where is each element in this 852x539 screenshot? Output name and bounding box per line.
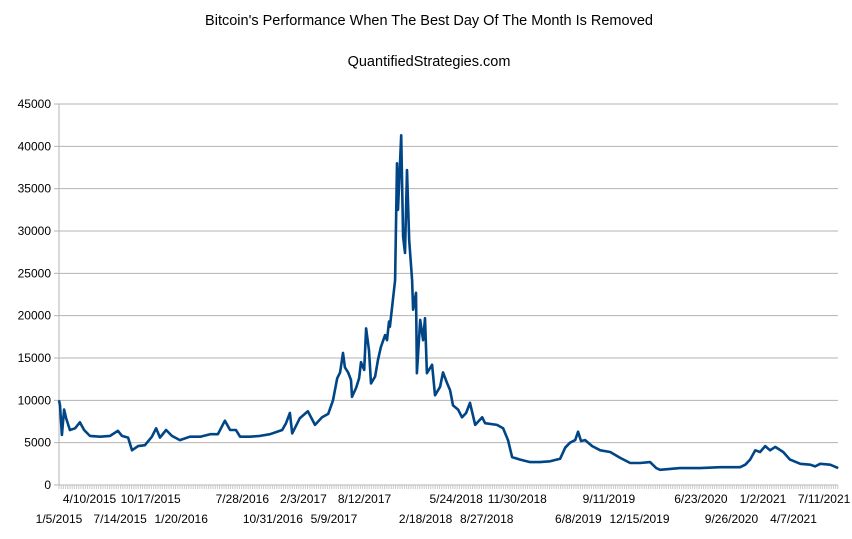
- x-tick-label: 11/30/2018: [488, 492, 547, 506]
- series-line: [57, 134, 839, 472]
- x-tick-label: 6/23/2020: [674, 492, 728, 506]
- chart-subtitle: QuantifiedStrategies.com: [348, 54, 511, 70]
- x-tick-label: 7/11/2021: [798, 492, 851, 506]
- x-tick-label: 8/12/2017: [338, 492, 392, 506]
- x-tick-label: 6/8/2019: [555, 512, 602, 526]
- x-tick-label: 8/27/2018: [460, 512, 514, 526]
- gridlines: [59, 103, 838, 444]
- y-tick-label: 40000: [18, 139, 52, 153]
- x-tick-label: 5/9/2017: [311, 512, 358, 526]
- x-tick-label: 12/15/2019: [609, 512, 669, 526]
- x-tick-label: 1/5/2015: [36, 512, 83, 526]
- x-tick-label: 2/3/2017: [280, 492, 327, 506]
- x-tick-label: 10/31/2016: [243, 512, 303, 526]
- chart-title: Bitcoin's Performance When The Best Day …: [205, 13, 653, 29]
- y-tick-label: 45000: [18, 97, 52, 111]
- x-tick-label: 2/18/2018: [399, 512, 453, 526]
- y-tick-label: 35000: [18, 182, 52, 196]
- y-tick-label: 0: [44, 478, 51, 492]
- x-tick-marks: [58, 485, 839, 489]
- y-tick-label: 20000: [18, 309, 52, 323]
- y-tick-label: 15000: [18, 351, 52, 365]
- x-tick-label: 4/10/2015: [63, 492, 117, 506]
- series-group: [57, 134, 839, 472]
- x-tick-label: 1/20/2016: [155, 512, 209, 526]
- y-axis: 0 5000 10000 15000 20000 25000 30000 35000 40000…: [18, 97, 60, 492]
- x-tick-label: 5/24/2018: [429, 492, 483, 506]
- x-axis: 1/5/2015 4/10/2015 7/14/2015 10/17/2015 1/20…: [36, 484, 851, 526]
- x-tick-label: 4/7/2021: [770, 512, 817, 526]
- x-tick-label: 9/26/2020: [705, 512, 759, 526]
- y-tick-label: 5000: [24, 436, 51, 450]
- x-tick-label: 1/2/2021: [740, 492, 787, 506]
- y-tick-label: 25000: [18, 266, 52, 280]
- x-tick-label: 10/17/2015: [121, 492, 181, 506]
- x-tick-label: 7/14/2015: [93, 512, 147, 526]
- x-tick-label: 9/11/2019: [583, 492, 636, 506]
- y-tick-label: 10000: [18, 393, 52, 407]
- x-tick-label: 7/28/2016: [216, 492, 270, 506]
- y-tick-label: 30000: [18, 224, 52, 238]
